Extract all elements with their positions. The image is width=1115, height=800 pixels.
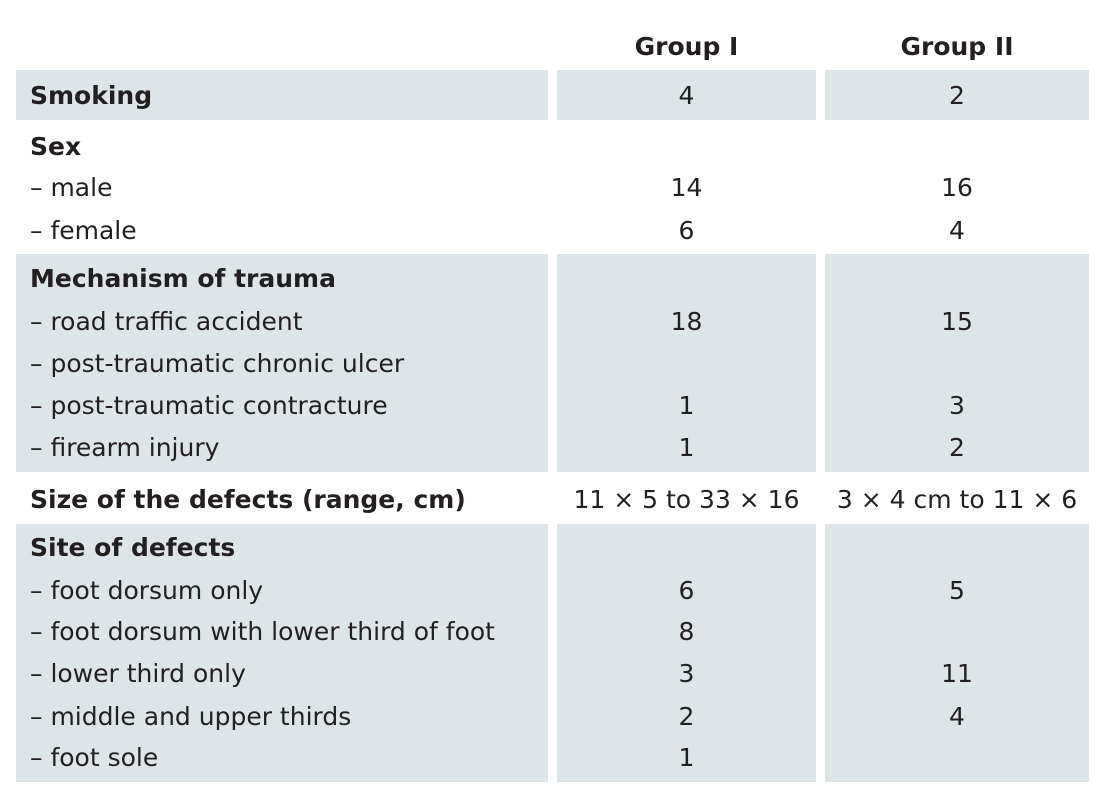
cell-value [557, 258, 816, 300]
cell-value: 2 [949, 433, 965, 462]
row-label: – foot sole [30, 743, 159, 772]
section-smoking-row-label-cell: Smoking [16, 70, 548, 120]
section-heading: Smoking [30, 81, 153, 110]
cell-value [825, 258, 1089, 300]
cell-value [825, 611, 1089, 653]
cell-value: 4 [949, 216, 965, 245]
cell-value: 4 [678, 81, 695, 110]
section-site-group-1-cell: 6 8 3 2 1 [557, 524, 816, 782]
section-mechanism-group-2-cell: 15 3 2 [825, 254, 1089, 472]
cell-value: 3 × 4 cm to 11 × 6 [836, 485, 1078, 514]
header-group-2: Group II [900, 32, 1014, 61]
row-label: – lower third only [30, 659, 246, 688]
cell-value: 4 [949, 702, 965, 731]
header-group-1: Group I [634, 32, 739, 61]
cell-value [557, 343, 816, 385]
cell-value: 18 [670, 307, 703, 336]
cell-value: 11 [941, 659, 973, 688]
section-site-group-2-cell: 5 11 4 [825, 524, 1089, 782]
cell-value: 14 [670, 173, 703, 202]
row-label: – middle and upper thirds [30, 702, 352, 731]
section-heading: Sex [30, 132, 82, 161]
row-label: – male [30, 173, 113, 202]
cell-value [825, 126, 1089, 168]
row-label: – road traffic accident [30, 307, 303, 336]
cell-value: 2 [949, 81, 965, 110]
cell-value: 15 [941, 307, 973, 336]
section-size-group-2-cell: 3 × 4 cm to 11 × 6 [825, 476, 1089, 522]
cell-value [825, 737, 1089, 779]
section-heading: Mechanism of trauma [30, 264, 336, 293]
section-sex-group-2-cell: 16 4 [825, 126, 1089, 252]
row-label: – female [30, 216, 137, 245]
header-label [16, 27, 548, 67]
row-label: – foot dorsum with lower third of foot [30, 617, 495, 646]
cell-value: 6 [678, 216, 695, 245]
section-heading: Size of the defects (range, cm) [30, 485, 466, 514]
cell-value: 1 [678, 433, 695, 462]
section-smoking-group-2-cell: 2 [825, 70, 1089, 120]
cell-value [825, 343, 1089, 385]
section-size-row-label-cell: Size of the defects (range, cm) [16, 476, 548, 522]
cell-value: 6 [678, 576, 695, 605]
cell-value: 2 [678, 702, 695, 731]
cell-value [825, 527, 1089, 569]
row-label: – foot dorsum only [30, 576, 264, 605]
section-mechanism-row-label-cell: Mechanism of trauma – road traffic accide… [16, 254, 548, 472]
cell-value: 11 × 5 to 33 × 16 [573, 485, 800, 514]
cell-value [557, 126, 816, 168]
section-sex-group-1-cell: 14 6 [557, 126, 816, 252]
section-size-group-1-cell: 11 × 5 to 33 × 16 [557, 476, 816, 522]
row-label: – post-traumatic contracture [30, 391, 388, 420]
row-label: – post-traumatic chronic ulcer [30, 349, 405, 378]
section-sex-row-label-cell: Sex – male – female [16, 126, 548, 252]
row-label: – firearm injury [30, 433, 220, 462]
cell-value: 8 [678, 617, 695, 646]
cell-value: 3 [949, 391, 965, 420]
cell-value: 5 [949, 576, 965, 605]
section-heading: Site of defects [30, 533, 236, 562]
cell-value: 16 [941, 173, 973, 202]
cell-value: 1 [678, 391, 695, 420]
section-mechanism-group-1-cell: 18 1 1 [557, 254, 816, 472]
section-smoking-group-1-cell: 4 [557, 70, 816, 120]
cell-value: 3 [678, 659, 695, 688]
cell-value [557, 527, 816, 569]
cell-value: 1 [678, 743, 695, 772]
section-site-row-label-cell: Site of defects – foot dorsum only – foot … [16, 524, 548, 782]
